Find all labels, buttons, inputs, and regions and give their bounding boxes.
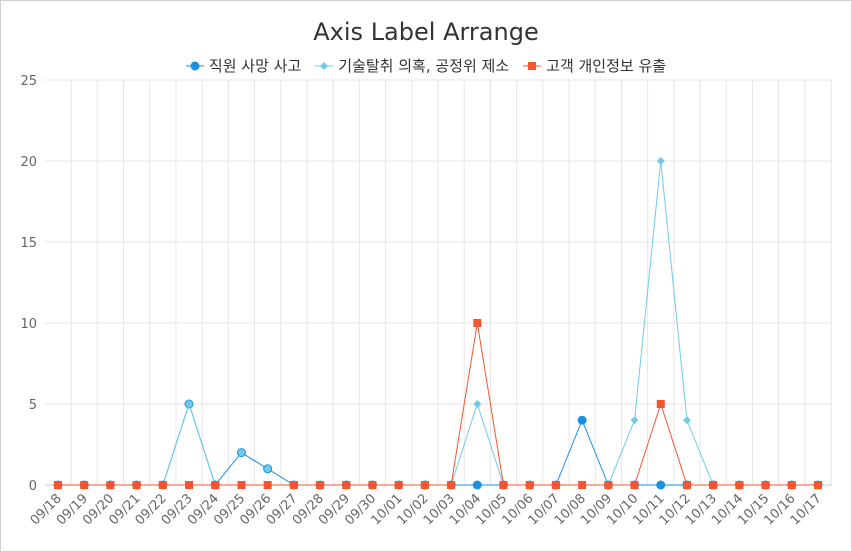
legend-item[interactable]: 기술탈취 의혹, 공정위 제소	[315, 55, 509, 76]
legend-symbol	[190, 61, 200, 70]
data-point	[342, 481, 351, 489]
series-line	[58, 322, 818, 486]
data-point	[551, 481, 560, 489]
legend-marker-icon	[523, 61, 542, 70]
data-point	[604, 481, 613, 489]
legend-item[interactable]: 고객 개인정보 유출	[523, 55, 666, 76]
data-point	[814, 481, 822, 489]
series-2	[54, 319, 822, 489]
data-point	[237, 481, 246, 489]
legend-label: 기술탈취 의혹, 공정위 제소	[338, 57, 510, 75]
data-point	[289, 481, 298, 489]
data-point	[473, 400, 482, 408]
data-point	[263, 481, 272, 489]
grid	[45, 79, 832, 486]
y-tick-label: 20	[20, 155, 37, 170]
data-point	[263, 464, 273, 474]
data-point	[54, 481, 62, 489]
data-point	[656, 480, 666, 490]
data-point	[236, 448, 246, 458]
legend-label: 고객 개인정보 유출	[546, 57, 667, 75]
y-tick-label: 0	[29, 479, 37, 494]
data-point	[577, 415, 587, 425]
legend-label: 직원 사망 사고	[208, 57, 302, 75]
data-point	[420, 481, 429, 489]
data-point	[316, 481, 325, 489]
data-point	[709, 481, 718, 489]
data-point	[656, 400, 665, 408]
legend-symbol	[528, 61, 537, 70]
data-point	[472, 480, 482, 490]
data-point	[211, 481, 220, 489]
data-point	[682, 416, 691, 425]
data-point	[447, 481, 456, 489]
data-point	[185, 400, 194, 408]
legend-marker-icon	[185, 61, 204, 70]
y-tick-label: 15	[20, 236, 37, 251]
data-point	[499, 481, 508, 489]
data-point	[656, 157, 665, 165]
y-tick-label: 25	[20, 74, 37, 89]
data-point	[132, 481, 141, 489]
legend-item[interactable]: 직원 사망 사고	[185, 55, 302, 76]
data-point	[368, 481, 377, 489]
data-point	[578, 481, 587, 489]
y-tick-label: 10	[20, 317, 37, 332]
legend-marker-icon	[315, 61, 334, 70]
chart-title: Axis Label Arrange	[313, 18, 539, 46]
data-point	[682, 481, 691, 489]
data-point	[394, 481, 403, 489]
data-point	[761, 481, 770, 489]
data-point	[787, 481, 796, 489]
data-point	[106, 481, 115, 489]
data-point	[80, 481, 89, 489]
data-point	[158, 481, 167, 489]
data-point	[473, 319, 482, 327]
data-point	[185, 481, 194, 489]
data-point	[735, 481, 744, 489]
legend: 직원 사망 사고 기술탈취 의혹, 공정위 제소 고객 개인정보 유출	[0, 55, 852, 76]
legend-symbol	[320, 61, 329, 70]
data-point	[630, 481, 639, 489]
data-point	[525, 481, 534, 489]
data-point	[630, 416, 639, 425]
y-tick-label: 5	[29, 398, 37, 413]
